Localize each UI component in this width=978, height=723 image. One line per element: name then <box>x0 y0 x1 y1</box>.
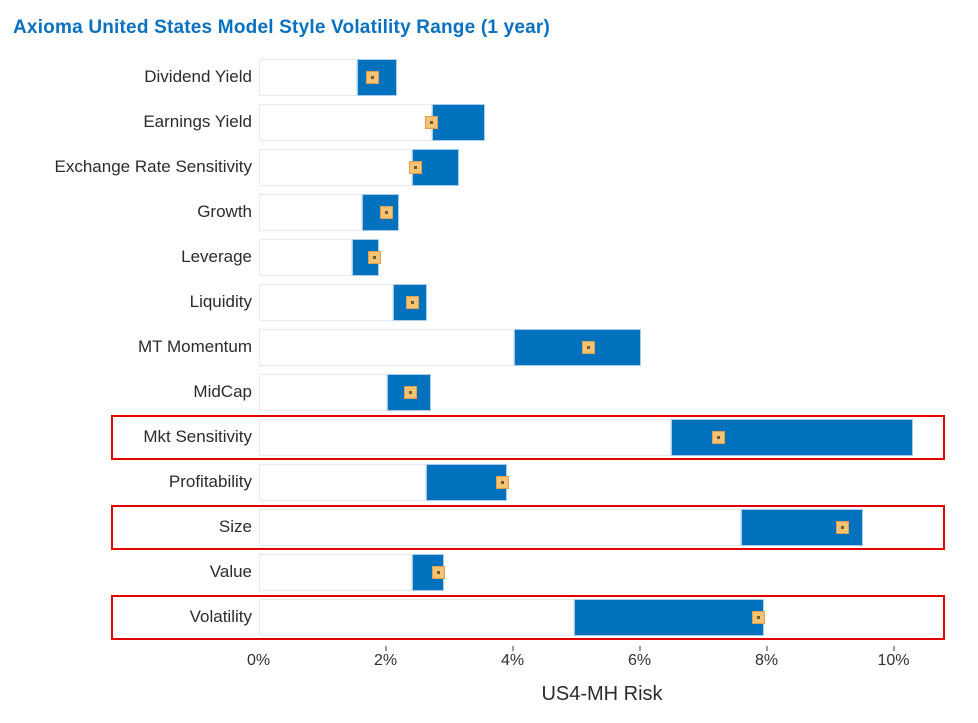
x-tick-label: 2% <box>373 652 398 669</box>
x-tick-mark <box>765 646 768 651</box>
volatility-range-bar <box>671 419 914 456</box>
x-tick-label: 6% <box>627 652 652 669</box>
category-label: MT Momentum <box>138 337 252 356</box>
range-base-bar <box>258 374 387 411</box>
range-base-bar <box>258 554 413 591</box>
highlight-annotation-box <box>111 415 945 460</box>
x-tick-label: 8% <box>754 652 779 669</box>
category-label: Liquidity <box>189 292 252 311</box>
marker-center-dot <box>501 480 505 484</box>
x-tick-label: 10% <box>877 652 910 669</box>
marker-center-dot <box>414 165 418 169</box>
x-tick-mark <box>384 646 387 651</box>
range-base-bar <box>258 419 672 456</box>
range-base-bar <box>258 599 575 636</box>
highlight-annotation-box <box>111 505 945 550</box>
current-risk-marker <box>379 205 393 219</box>
marker-center-dot <box>717 435 721 439</box>
category-label: Value <box>209 562 252 581</box>
range-base-bar <box>258 239 352 276</box>
current-risk-marker <box>368 250 382 264</box>
marker-center-dot <box>410 300 414 304</box>
current-risk-marker <box>409 160 423 174</box>
range-base-bar <box>258 329 514 366</box>
highlight-annotation-box <box>111 595 945 640</box>
volatility-range-bar <box>574 599 764 636</box>
marker-center-dot <box>841 525 845 529</box>
x-tick-mark <box>892 646 895 651</box>
category-label: Leverage <box>181 247 252 266</box>
volatility-range-bar <box>393 284 427 321</box>
current-risk-marker <box>431 565 445 579</box>
marker-center-dot <box>408 390 412 394</box>
category-label: Mkt Sensitivity <box>143 427 252 446</box>
volatility-range-bar <box>741 509 863 546</box>
x-tick-mark <box>638 646 641 651</box>
volatility-range-bar <box>426 464 507 501</box>
category-label: Growth <box>197 202 252 221</box>
category-label: Size <box>218 517 252 536</box>
category-label: Profitability <box>168 472 252 491</box>
volatility-range-bar <box>513 329 641 366</box>
marker-center-dot <box>373 255 377 259</box>
range-base-bar <box>258 59 357 96</box>
range-base-bar <box>258 194 362 231</box>
x-tick-mark <box>511 646 514 651</box>
current-risk-marker <box>712 430 726 444</box>
volatility-range-bar <box>356 59 397 96</box>
category-label: Exchange Rate Sensitivity <box>54 157 253 176</box>
current-risk-marker <box>751 610 765 624</box>
category-label: Volatility <box>189 607 252 626</box>
current-risk-marker <box>424 115 438 129</box>
marker-center-dot <box>436 570 440 574</box>
current-risk-marker <box>403 385 417 399</box>
category-label: MidCap <box>193 382 252 401</box>
marker-center-dot <box>586 345 590 349</box>
volatility-range-bar <box>431 104 486 141</box>
chart-title: Axioma United States Model Style Volatil… <box>13 17 551 38</box>
marker-center-dot <box>429 120 433 124</box>
range-base-bar <box>258 464 427 501</box>
x-tick-label: 4% <box>500 652 525 669</box>
current-risk-marker <box>836 520 850 534</box>
marker-center-dot <box>756 615 760 619</box>
range-base-bar <box>258 509 742 546</box>
range-base-bar <box>258 104 432 141</box>
range-base-bar <box>258 284 394 321</box>
x-axis-title: US4-MH Risk <box>541 683 663 705</box>
current-risk-marker <box>496 475 510 489</box>
current-risk-marker <box>405 295 419 309</box>
current-risk-marker <box>581 340 595 354</box>
category-label: Earnings Yield <box>143 112 252 131</box>
range-base-bar <box>258 149 413 186</box>
category-label: Dividend Yield <box>144 67 252 86</box>
marker-center-dot <box>370 75 374 79</box>
marker-center-dot <box>384 210 388 214</box>
current-risk-marker <box>365 70 379 84</box>
x-tick-label: 0% <box>246 652 271 669</box>
